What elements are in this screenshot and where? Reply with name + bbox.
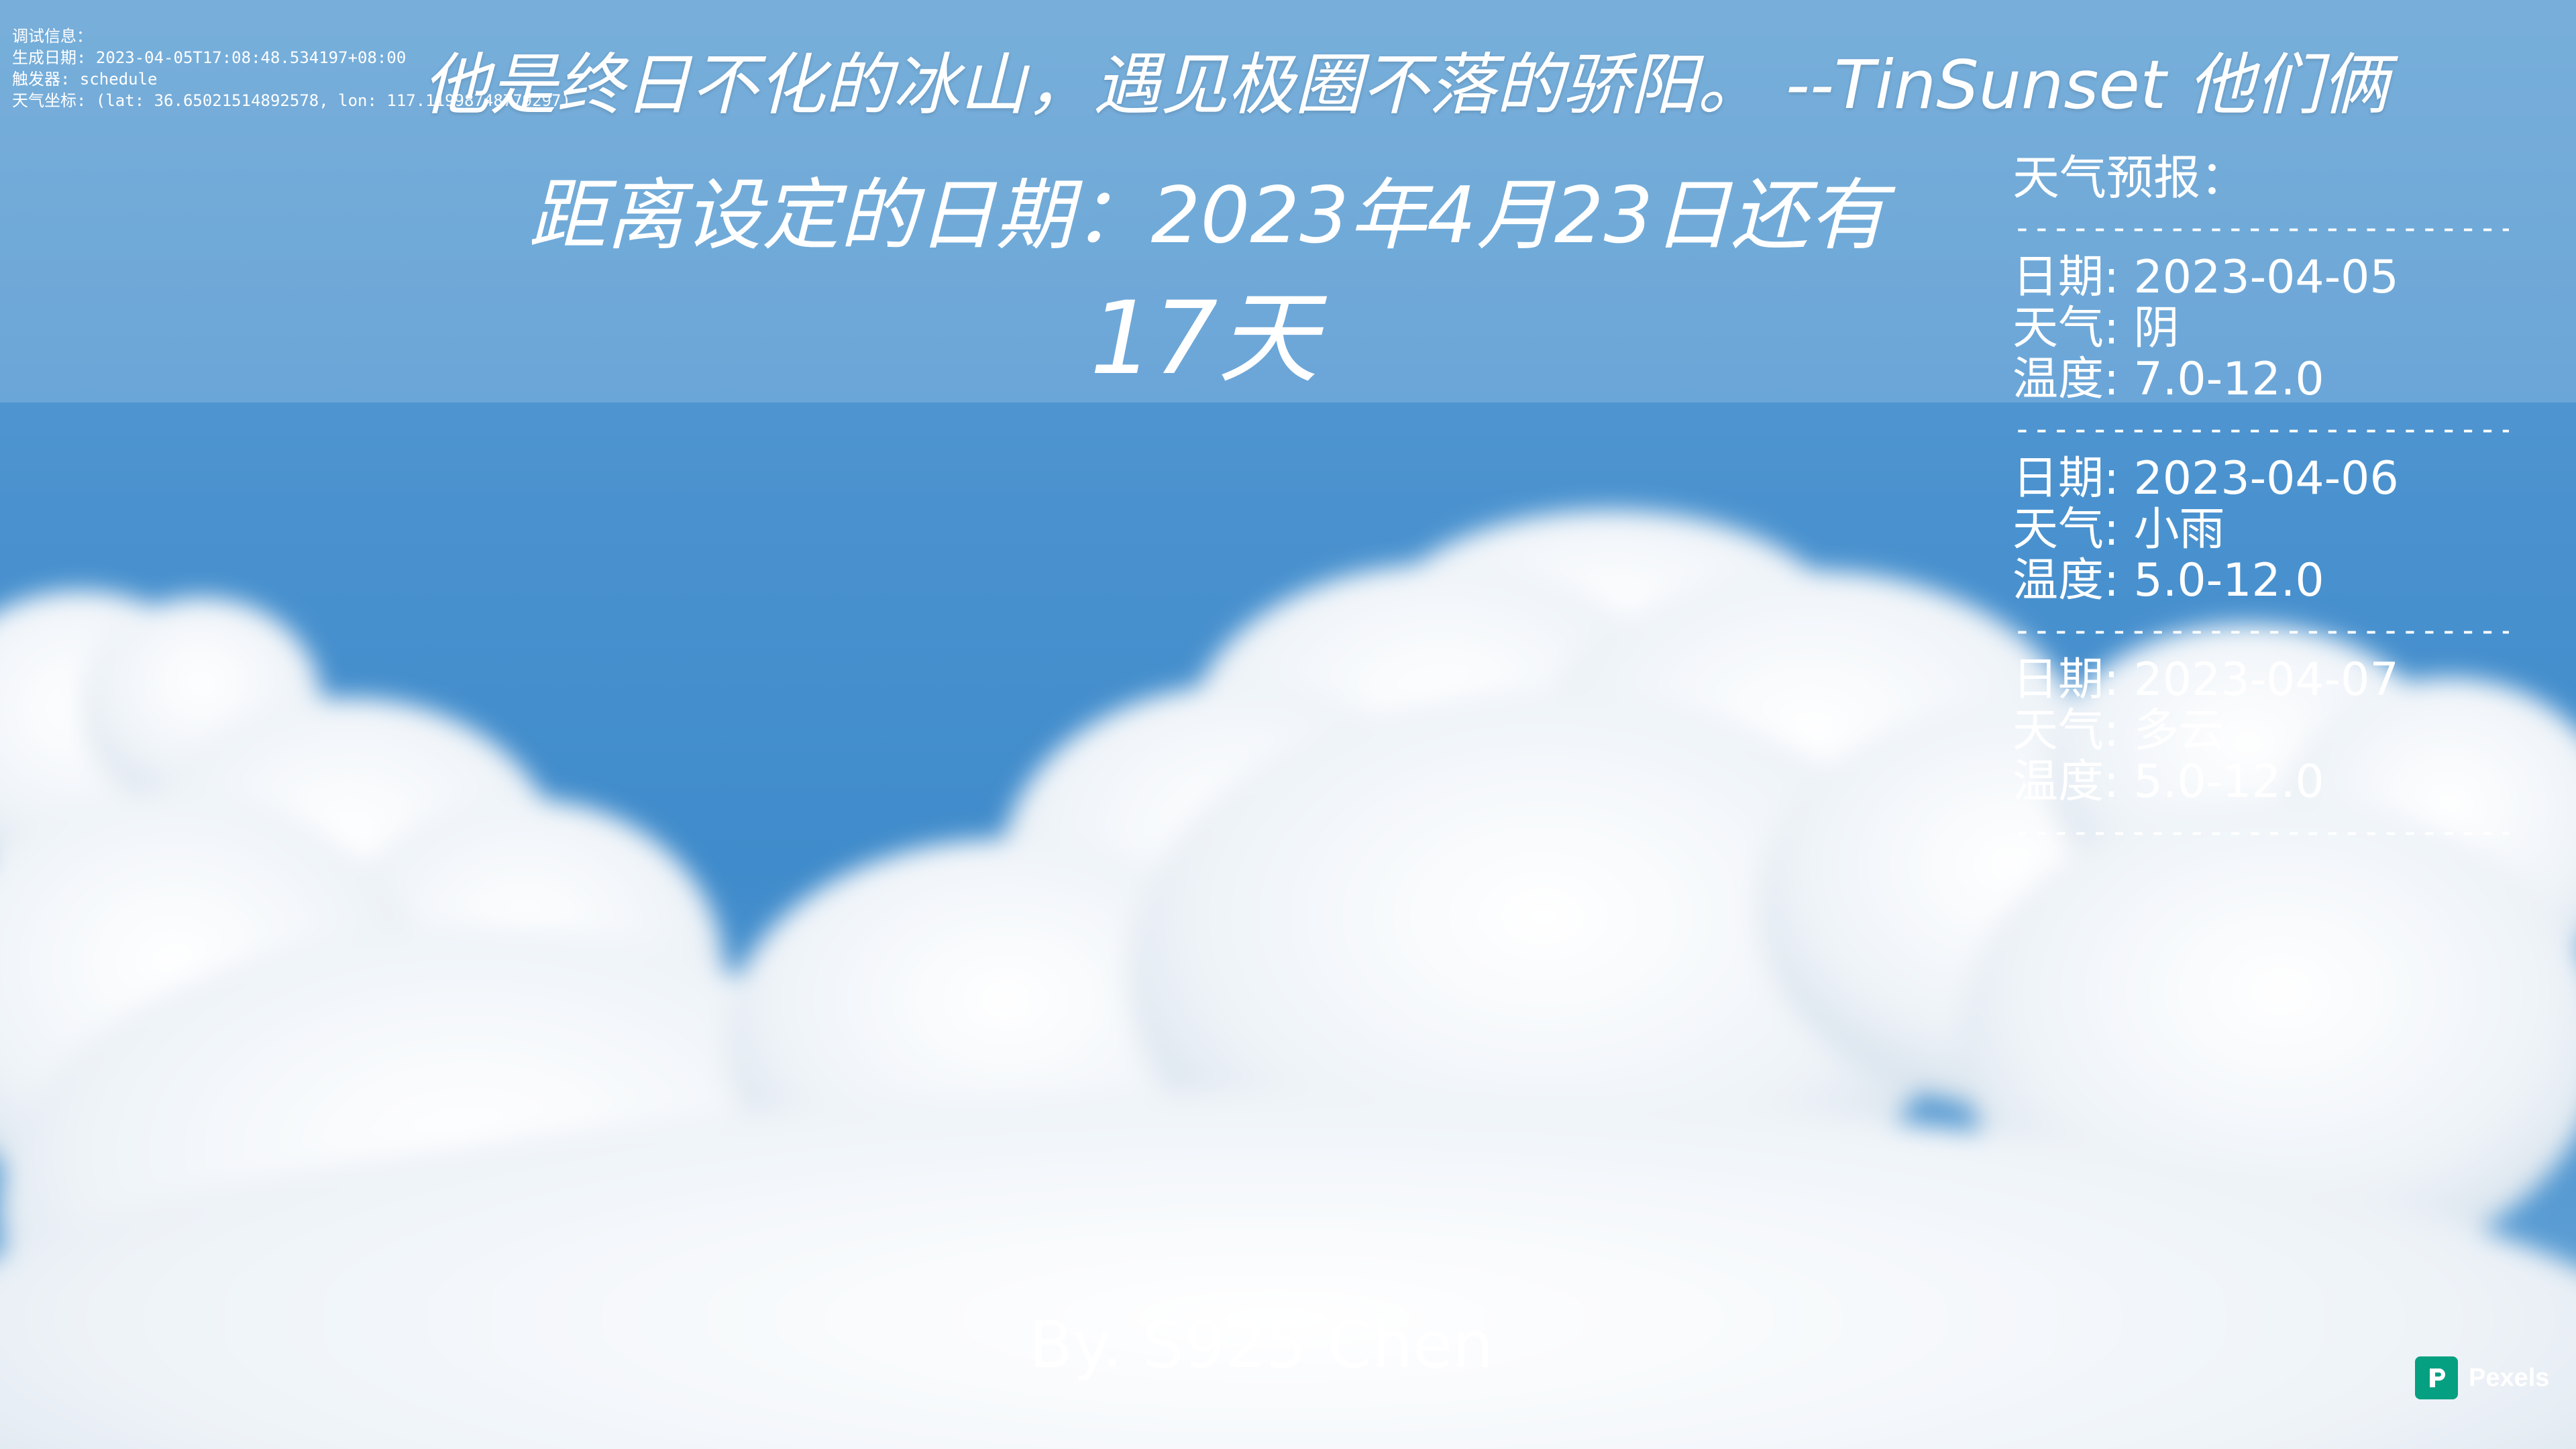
forecast-separator: ---------------------------- <box>2012 209 2509 247</box>
forecast-separator: ---------------------------- <box>2012 612 2509 649</box>
countdown-label: 距离设定的日期：2023年4月23日还有 <box>528 170 1887 261</box>
forecast-temperature: 温度: 5.0-12.0 <box>2012 755 2324 808</box>
pexels-label: Pexels <box>2469 1363 2550 1392</box>
forecast-heading: 天气预报： <box>2012 150 2247 205</box>
forecast-weather: 天气: 小雨 <box>2012 503 2225 556</box>
weather-forecast-panel: 天气预报： ---------------------------- 日期: 2… <box>2012 148 2509 852</box>
forecast-temperature: 温度: 5.0-12.0 <box>2012 554 2324 607</box>
author-row: By. S925 Chen <box>0 1305 2576 1385</box>
forecast-separator: ---------------------------- <box>2012 813 2509 851</box>
forecast-temperature: 温度: 7.0-12.0 <box>2012 353 2324 406</box>
title-band <box>0 0 2576 402</box>
debug-trigger: 触发器: schedule <box>12 70 158 89</box>
debug-info: 调试信息： 生成日期: 2023-04-05T17:08:48.534197+0… <box>12 25 571 111</box>
pexels-logo-icon <box>2415 1356 2458 1399</box>
quote-text: 他是终日不化的冰山，遇见极圈不落的骄阳。 --TinSunset 他们俩 <box>423 46 2390 124</box>
debug-weather-coords: 天气坐标: (lat: 36.65021514892578, lon: 117.… <box>12 91 571 110</box>
forecast-day: 日期: 2023-04-05 天气: 阴 温度: 7.0-12.0 <box>2012 252 2509 405</box>
countdown-days: 17天 <box>1089 280 1319 397</box>
forecast-date: 日期: 2023-04-06 <box>2012 452 2399 505</box>
forecast-date: 日期: 2023-04-05 <box>2012 251 2399 304</box>
forecast-day: 日期: 2023-04-07 天气: 多云 温度: 5.0-12.0 <box>2012 655 2509 808</box>
debug-generated-date: 生成日期: 2023-04-05T17:08:48.534197+08:00 <box>12 48 407 67</box>
countdown-label-row: 距离设定的日期：2023年4月23日还有 <box>0 169 2576 263</box>
forecast-weather: 天气: 多云 <box>2012 704 2225 757</box>
pexels-watermark: Pexels <box>2415 1356 2549 1399</box>
author-credit: By. S925 Chen <box>1028 1307 1494 1383</box>
forecast-weather: 天气: 阴 <box>2012 302 2180 355</box>
forecast-separator: ---------------------------- <box>2012 411 2509 448</box>
forecast-day: 日期: 2023-04-06 天气: 小雨 温度: 5.0-12.0 <box>2012 453 2509 606</box>
forecast-date: 日期: 2023-04-07 <box>2012 653 2399 706</box>
countdown-days-row: 17天 <box>0 282 2576 396</box>
debug-heading: 调试信息： <box>12 27 93 46</box>
